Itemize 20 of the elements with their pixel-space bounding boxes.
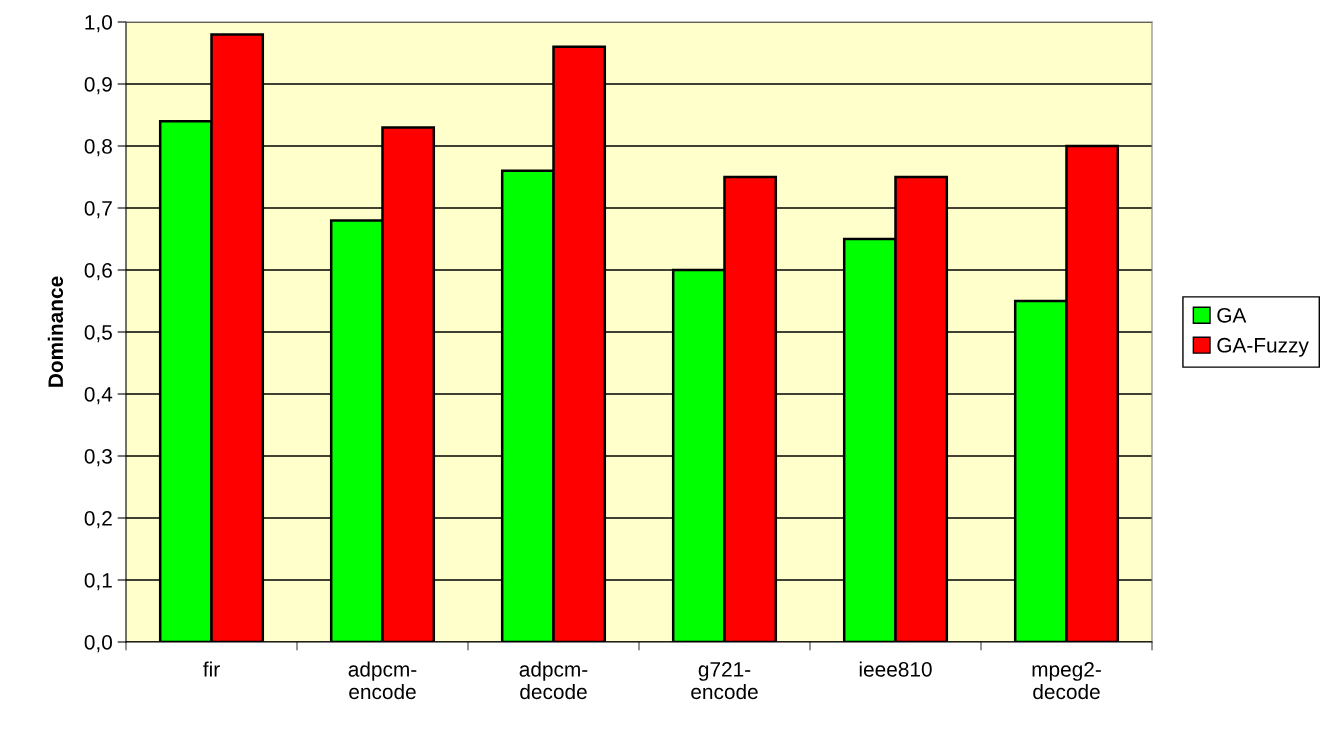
x-tick-label: fir — [203, 661, 220, 677]
x-tick-label: adpcm- encode — [348, 661, 417, 700]
y-tick-label: 0,2 — [84, 511, 112, 529]
y-tick-label: 0,9 — [84, 77, 112, 95]
y-tick-label: 1,0 — [85, 15, 112, 33]
x-tick-label: adpcm- decode — [519, 661, 588, 700]
legend-label: GA-Fuzzy — [1217, 337, 1309, 357]
y-tick-label: 0,8 — [84, 139, 112, 157]
y-axis-title: Dominance — [47, 276, 64, 387]
y-tick-label: 0,1 — [84, 573, 112, 591]
y-tick-label: 0,7 — [84, 201, 112, 219]
legend-label: GA — [1217, 307, 1247, 323]
x-tick-label: ieee810 — [859, 661, 932, 677]
y-tick-label: 0,5 — [84, 325, 112, 343]
y-tick-label: 0,0 — [84, 635, 112, 653]
x-tick-label: g721- encode — [691, 661, 758, 700]
x-tick-label: mpeg2- decode — [1032, 661, 1101, 700]
y-tick-label: 0,4 — [84, 387, 113, 405]
y-tick-label: 0,3 — [84, 449, 112, 467]
y-tick-label: 0,6 — [84, 263, 112, 281]
